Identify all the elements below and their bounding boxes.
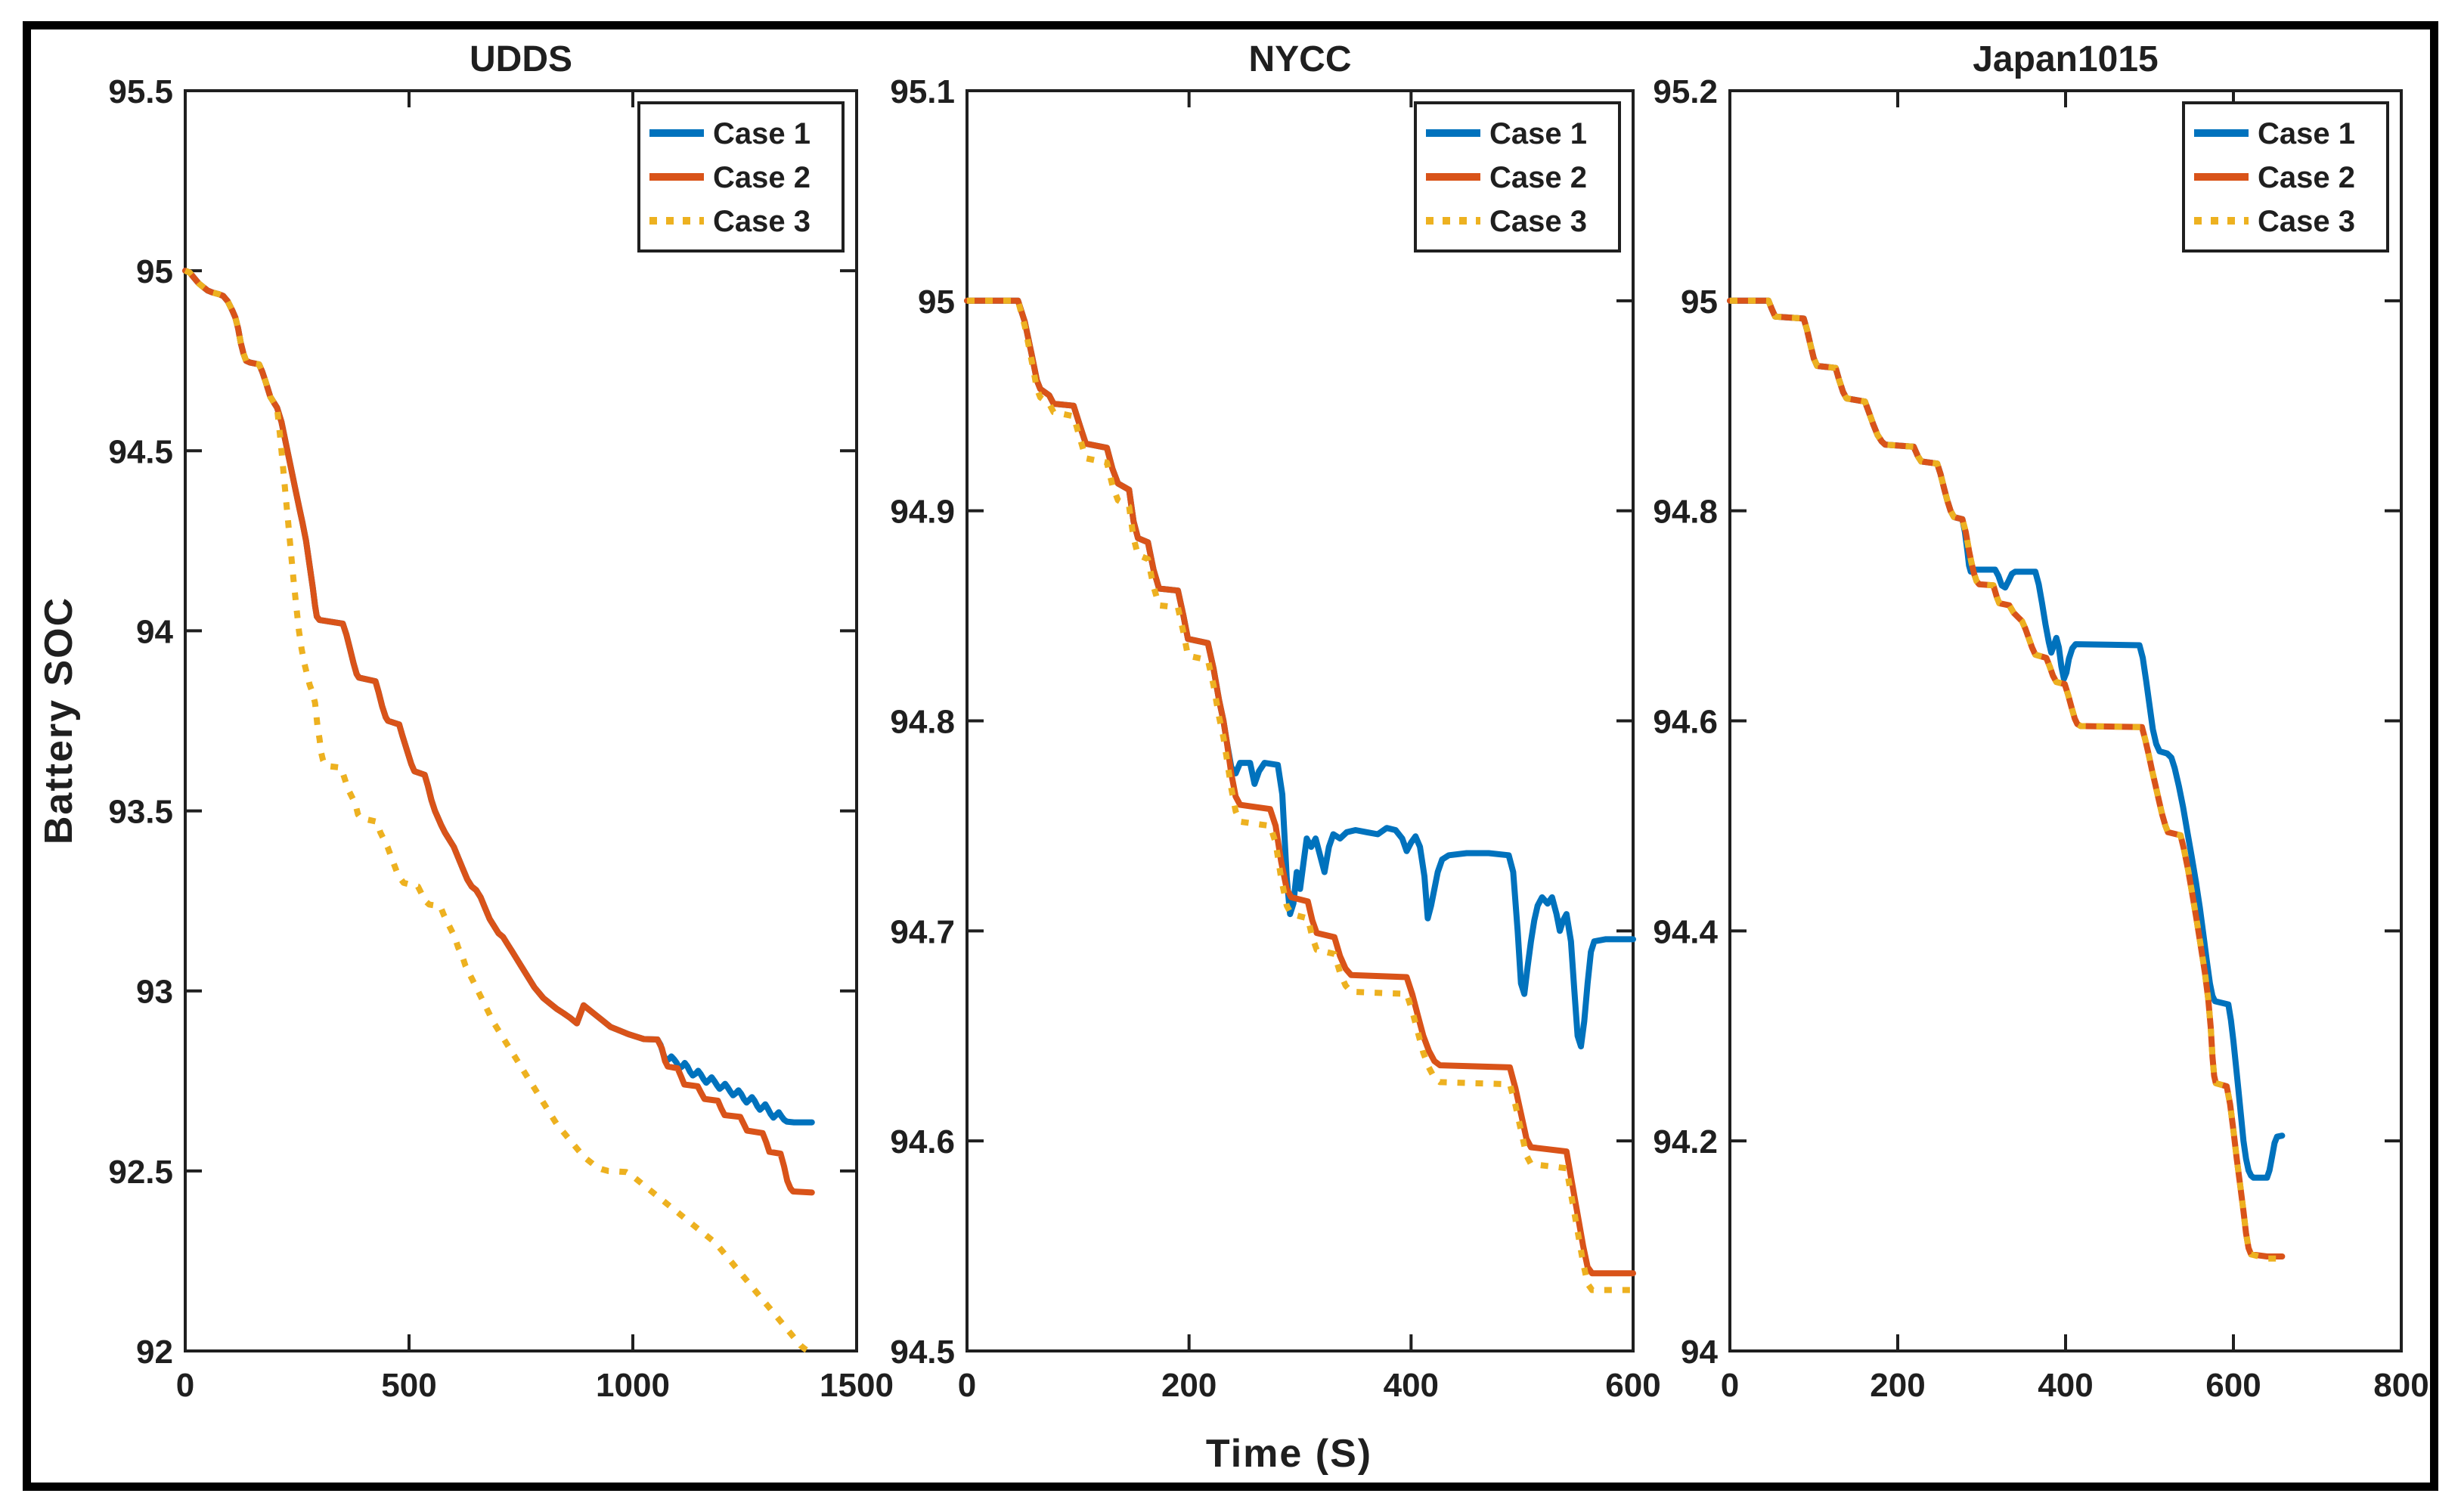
plot-title: Japan1015 (1973, 39, 2159, 79)
y-tick-label: 95 (1681, 284, 1718, 321)
plot-title: UDDS (470, 39, 572, 79)
tick-marks (1728, 89, 2403, 1352)
axes-box (1728, 89, 2403, 1352)
y-tick-label: 94.8 (1653, 494, 1718, 531)
legend-label: Case 3 (2258, 205, 2355, 238)
y-tick-label: 94 (1681, 1334, 1718, 1371)
series-case-3 (184, 268, 811, 1354)
x-tick-label: 200 (1870, 1367, 1925, 1404)
plot-title: NYCC (1248, 39, 1351, 79)
tick-marks (184, 89, 858, 1352)
legend-label: Case 1 (713, 117, 811, 150)
x-tick-label: 1500 (820, 1367, 894, 1404)
legend-label: Case 3 (713, 205, 811, 238)
series-case-3 (967, 297, 1633, 1294)
y-tick-label: 95 (136, 253, 173, 290)
x-tick-label: 600 (2205, 1367, 2261, 1404)
axes-box (184, 89, 858, 1352)
series-case-3 (1730, 297, 2283, 1262)
y-tick-label: 94.5 (890, 1334, 955, 1371)
y-tick-label: 95 (918, 284, 955, 321)
tick-marks (965, 89, 1635, 1352)
y-axis-label: Battery SOC (37, 596, 81, 845)
y-tick-label: 94.4 (1653, 913, 1718, 950)
tick-labels: 0 500 1000 1500 92 92.5 93 93.5 94 94.5 95 95.5 (108, 73, 894, 1404)
y-tick-label: 92.5 (108, 1154, 173, 1191)
x-tick-label: 400 (2038, 1367, 2093, 1404)
x-tick-label: 200 (1161, 1367, 1217, 1404)
series-case-1 (1727, 297, 2286, 1181)
y-tick-label: 94.5 (108, 433, 173, 470)
tick-labels: 0 200 400 600 94.5 94.6 94.7 94.8 94.9 95 95.1 (890, 73, 1660, 1404)
series-case-2 (1727, 297, 2286, 1259)
subplot-udds: 0 500 1000 1500 92 92.5 93 93.5 94 94.5 95 95.5 UDDS… (108, 39, 894, 1404)
tick-labels: 0 200 400 600 800 94 94.2 94.4 94.6 94.8 95 95.2 (1653, 73, 2428, 1404)
x-tick-label: 800 (2373, 1367, 2428, 1404)
y-tick-label: 94.7 (890, 913, 955, 950)
y-tick-label: 94.6 (890, 1123, 955, 1160)
legend-label: Case 3 (1489, 205, 1587, 238)
y-tick-label: 94.6 (1653, 704, 1718, 741)
x-tick-label: 0 (958, 1367, 976, 1404)
legend-label: Case 2 (2258, 161, 2355, 194)
y-tick-label: 94.8 (890, 704, 955, 741)
series-case-2 (964, 297, 1636, 1277)
x-tick-label: 1000 (596, 1367, 670, 1404)
y-tick-label: 95.2 (1653, 73, 1718, 110)
legend-label: Case 2 (1489, 161, 1587, 194)
x-tick-label: 600 (1605, 1367, 1660, 1404)
y-tick-label: 94.2 (1653, 1123, 1718, 1160)
y-tick-label: 94 (136, 613, 173, 650)
legend-label: Case 1 (2258, 117, 2355, 150)
legend: Case 1 Case 2 Case 3 (1414, 101, 1621, 253)
y-tick-label: 93.5 (108, 794, 173, 831)
series-case-2 (182, 268, 815, 1196)
legend-label: Case 1 (1489, 117, 1587, 150)
y-tick-label: 95.1 (890, 73, 955, 110)
subplot-japan1015: 0 200 400 600 800 94 94.2 94.4 94.6 94.8 95 95.2 Jap… (1653, 39, 2428, 1404)
subplot-nycc: 0 200 400 600 94.5 94.6 94.7 94.8 94.9 95 95.1 NYCC… (890, 39, 1660, 1404)
x-tick-label: 0 (1721, 1367, 1739, 1404)
y-tick-label: 94.9 (890, 494, 955, 531)
legend: Case 1 Case 2 Case 3 (2182, 101, 2389, 253)
x-tick-label: 0 (176, 1367, 194, 1404)
y-tick-label: 93 (136, 974, 173, 1011)
y-tick-label: 92 (136, 1334, 173, 1371)
series-case-1 (182, 268, 815, 1126)
x-tick-label: 400 (1384, 1367, 1439, 1404)
x-axis-label: Time (S) (1205, 1432, 1373, 1476)
legend: Case 1 Case 2 Case 3 (637, 101, 845, 253)
x-tick-label: 500 (381, 1367, 436, 1404)
legend-label: Case 2 (713, 161, 811, 194)
y-tick-label: 95.5 (108, 73, 173, 110)
